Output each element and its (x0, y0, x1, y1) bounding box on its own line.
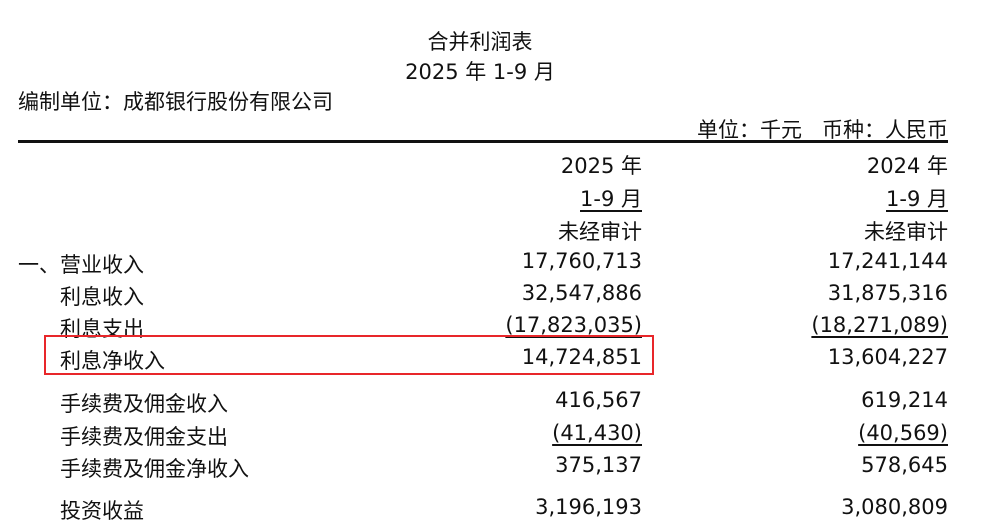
row-label: 利息收入 (60, 285, 144, 309)
row-value-2024: 17,241,144 (827, 249, 948, 273)
unit-label: 单位：千元 (696, 118, 802, 142)
row-value-2024: 578,645 (861, 453, 948, 477)
row-value-2024: 13,604,227 (827, 345, 948, 369)
col-2025-year: 2025 年 (560, 154, 642, 178)
row-label: 手续费及佣金净收入 (60, 457, 249, 481)
row-label: 利息净收入 (60, 349, 165, 373)
row-value-2025: (41,430) (552, 421, 642, 445)
col-2025-audit: 未经审计 (558, 220, 642, 244)
statement-period: 2025 年 1-9 月 (405, 60, 555, 84)
row-label: 利息支出 (60, 317, 144, 341)
row-value-2024: 31,875,316 (827, 281, 948, 305)
col-2024-audit: 未经审计 (864, 220, 948, 244)
row-label: 手续费及佣金收入 (60, 392, 228, 416)
row-label: 一、营业收入 (18, 253, 144, 277)
statement-title: 合并利润表 (427, 30, 533, 54)
row-value-2025: (17,823,035) (505, 313, 642, 337)
row-value-2025: 14,724,851 (521, 345, 642, 369)
header-rule (18, 140, 948, 143)
unit-currency-line: 单位：千元 币种：人民币 (697, 114, 948, 144)
row-value-2024: 3,080,809 (841, 495, 948, 519)
row-value-2024: (40,569) (858, 421, 948, 445)
row-value-2025: 17,760,713 (521, 249, 642, 273)
row-value-2025: 416,567 (555, 388, 642, 412)
row-value-2024: (18,271,089) (811, 313, 948, 337)
currency-label: 币种：人民币 (822, 118, 948, 142)
col-2025-period: 1-9 月 (580, 187, 642, 211)
row-value-2025: 3,196,193 (535, 495, 642, 519)
col-2024-year: 2024 年 (866, 154, 948, 178)
row-value-2024: 619,214 (861, 388, 948, 412)
row-value-2025: 32,547,886 (521, 281, 642, 305)
highlight-box (44, 335, 654, 375)
row-value-2025: 375,137 (555, 453, 642, 477)
col-2024-period: 1-9 月 (886, 187, 948, 211)
row-label: 手续费及佣金支出 (60, 425, 228, 449)
row-label: 投资收益 (60, 499, 144, 523)
preparer-label: 编制单位：成都银行股份有限公司 (18, 90, 333, 114)
